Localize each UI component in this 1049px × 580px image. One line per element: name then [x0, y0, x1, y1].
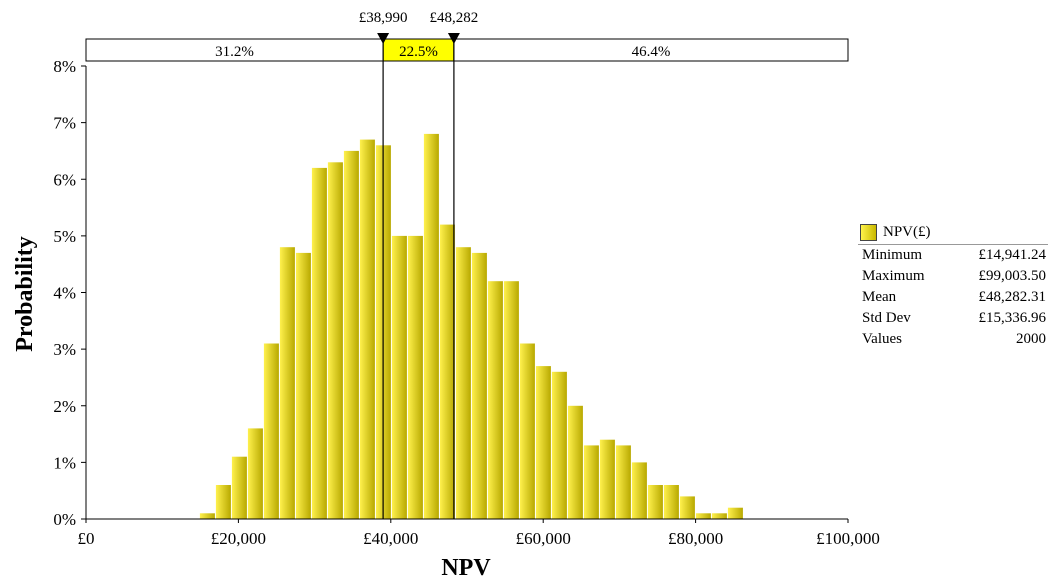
x-tick-label: £40,000	[363, 529, 418, 548]
stat-label: Minimum	[862, 247, 923, 263]
histogram-bar	[311, 167, 327, 519]
histogram-bar	[327, 162, 343, 520]
y-tick-label: 6%	[53, 170, 76, 189]
x-tick-label: £60,000	[516, 529, 571, 548]
delimiter-markers: £38,990 £48,282	[359, 10, 479, 519]
histogram-bar	[487, 281, 503, 519]
histogram-bar	[727, 507, 743, 519]
histogram-bar	[535, 366, 551, 519]
histogram-bar	[359, 139, 375, 519]
x-tick-label: £0	[78, 529, 95, 548]
stat-label: Maximum	[862, 268, 925, 284]
histogram-bar	[695, 513, 711, 519]
y-tick-label: 2%	[53, 397, 76, 416]
stat-value: £14,941.24	[978, 247, 1047, 263]
y-axis-title: Probability	[12, 236, 38, 352]
histogram-bar	[231, 456, 247, 519]
histogram-bar	[423, 133, 439, 519]
stat-value: £15,336.96	[978, 310, 1047, 326]
x-tick-label: £20,000	[211, 529, 266, 548]
y-tick-label: 7%	[53, 114, 76, 133]
legend-header: NPV(£)	[858, 220, 1048, 245]
y-tick-label: 4%	[53, 284, 76, 303]
histogram-bar	[391, 235, 407, 519]
delimiter-value-label: £38,990	[359, 10, 408, 26]
histogram-bar	[647, 485, 663, 519]
y-tick-label: 1%	[53, 453, 76, 472]
histogram-bar	[455, 247, 471, 519]
delimiter-value-label: £48,282	[430, 10, 479, 26]
stat-row: Minimum £14,941.24	[858, 245, 1048, 266]
band-percent-label: 31.2%	[215, 44, 254, 60]
delimiter-triangle	[447, 33, 460, 44]
stat-row: Mean £48,282.31	[858, 287, 1048, 308]
histogram-bar	[567, 405, 583, 520]
histogram-bar	[215, 485, 231, 519]
y-tick-label: 8%	[53, 57, 76, 76]
stat-row: Maximum £99,003.50	[858, 266, 1048, 287]
histogram-bar	[279, 247, 295, 519]
y-tick-label: 3%	[53, 340, 76, 359]
band-percent-label: 22.5%	[399, 44, 438, 60]
stats-legend: NPV(£) Minimum £14,941.24 Maximum £99,003.5…	[858, 220, 1048, 350]
stats-table: Minimum £14,941.24 Maximum £99,003.50 Mean £4…	[858, 245, 1048, 350]
x-tick-label: £80,000	[668, 529, 723, 548]
stat-label: Mean	[862, 289, 897, 305]
histogram-bar	[439, 224, 455, 519]
stat-label: Values	[862, 331, 902, 347]
stat-row: Std Dev £15,336.96	[858, 308, 1048, 329]
stat-label: Std Dev	[862, 310, 911, 326]
histogram-bar	[711, 513, 727, 519]
series-swatch	[860, 223, 877, 241]
histogram-bar	[663, 485, 679, 519]
band-percent-label: 46.4%	[632, 44, 671, 60]
stat-value: £48,282.31	[978, 289, 1047, 305]
delimiter-triangle	[377, 33, 390, 44]
stat-value: £99,003.50	[978, 268, 1047, 284]
histogram-bar	[247, 428, 263, 519]
y-tick-label: 5%	[53, 227, 76, 246]
histogram-bar	[263, 343, 279, 519]
histogram-bar	[295, 252, 311, 519]
histogram-bar	[551, 371, 567, 519]
axes: 0% 1% 2% 3% 4% 5% 6% 7% 8% £0 £20,000 £40,000 £60,00…	[53, 57, 880, 548]
histogram-bar	[343, 150, 359, 519]
histogram-bars	[199, 133, 743, 520]
y-tick-label: 0%	[53, 510, 76, 529]
histogram-bar	[583, 445, 599, 519]
stat-row: Values 2000	[858, 329, 1048, 350]
histogram-bar	[615, 445, 631, 519]
histogram-bar	[519, 343, 535, 519]
histogram-bar	[631, 462, 647, 519]
stat-value: 2000	[1016, 331, 1046, 347]
histogram-bar	[503, 281, 519, 519]
histogram-bar	[599, 439, 615, 519]
histogram-bar	[679, 496, 695, 519]
histogram-bar	[471, 252, 487, 519]
histogram-bar	[199, 513, 215, 519]
x-axis-title: NPV	[441, 555, 491, 580]
histogram-bar	[407, 235, 423, 519]
legend-series-name: NPV(£)	[883, 223, 931, 240]
x-tick-label: £100,000	[816, 529, 880, 548]
delimiter-band: 31.2% 22.5% 46.4%	[85, 38, 849, 62]
